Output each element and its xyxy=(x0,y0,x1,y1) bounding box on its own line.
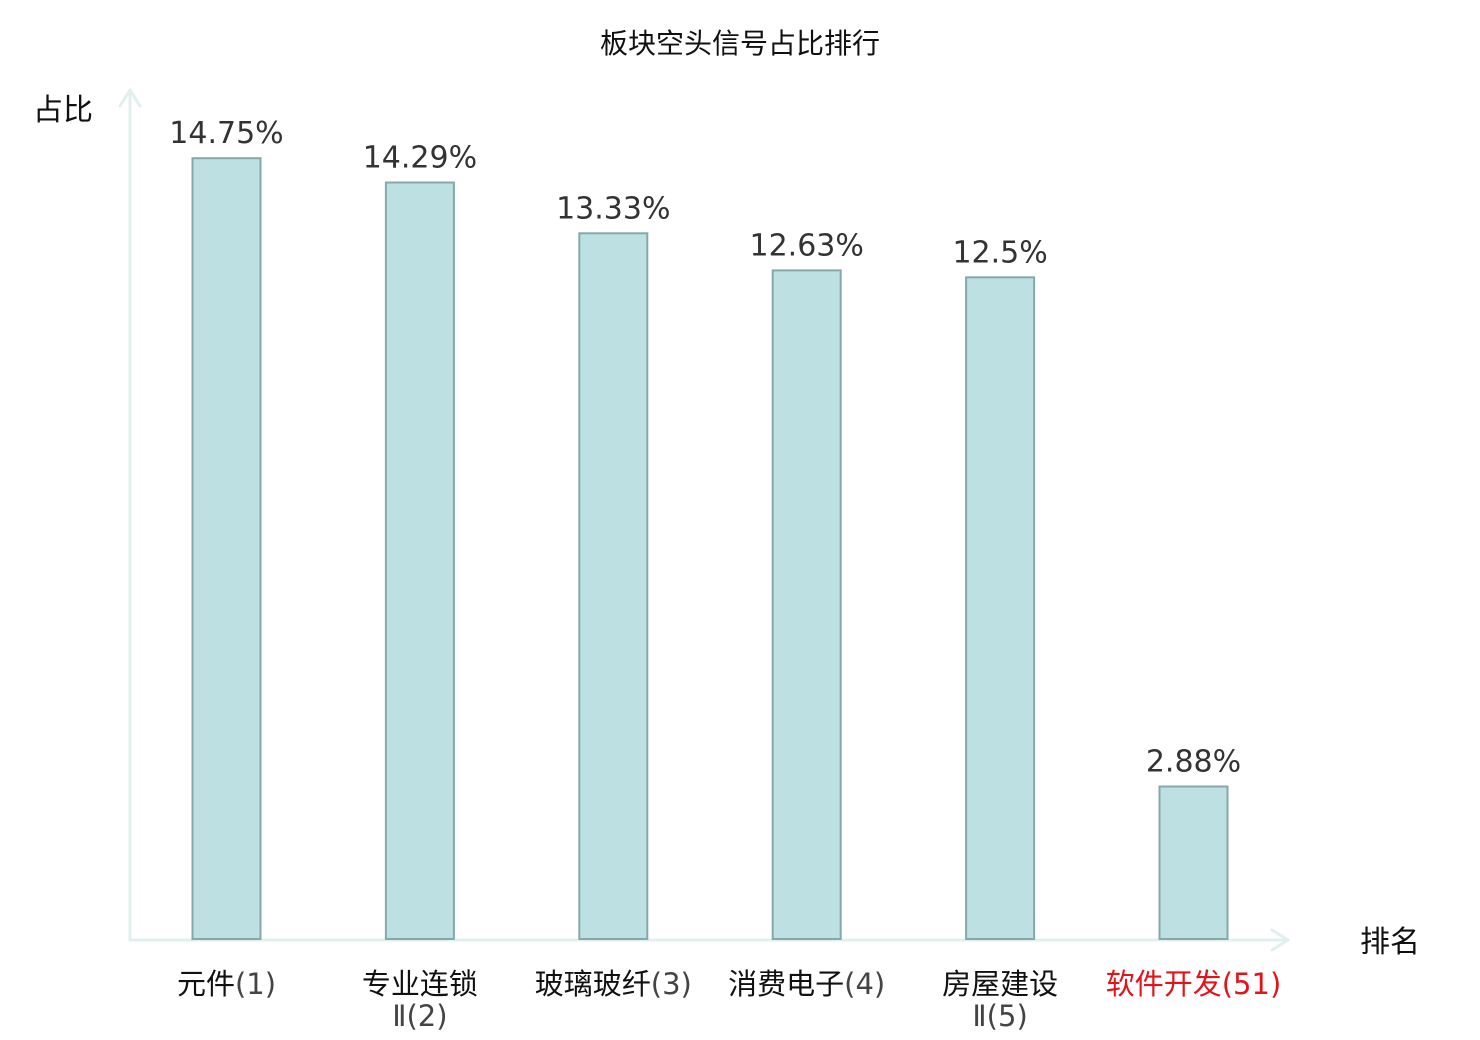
x-tick-labels: 元件(1) 专业连锁 Ⅱ(2) 玻璃玻纤(3) 消费电子(4) 房屋建设 Ⅱ(5) 软件开发(… xyxy=(177,967,1281,1033)
bar-5 xyxy=(965,276,1036,940)
chart-title: 板块空头信号占比排行 xyxy=(600,27,880,60)
y-axis-label: 占比 xyxy=(33,93,93,128)
data-label-3: 13.33% xyxy=(556,191,670,226)
bar-3 xyxy=(578,232,649,941)
x-tick-label-5: 房屋建设 Ⅱ(5) xyxy=(942,967,1058,1033)
x-tick-label-2: 专业连锁 Ⅱ(2) xyxy=(362,967,478,1033)
bar-4 xyxy=(771,269,842,940)
x-tick-label-3: 玻璃玻纤(3) xyxy=(535,967,692,1001)
x-axis xyxy=(128,928,1290,952)
x-tick-label-1: 元件(1) xyxy=(177,967,276,1001)
data-label-6: 2.88% xyxy=(1146,745,1241,780)
bar-series xyxy=(191,157,1229,941)
data-labels: 14.75% 14.29% 13.33% 12.63% 12.5% 2.88% xyxy=(169,116,1241,779)
data-label-4: 12.63% xyxy=(750,228,864,263)
bar-1 xyxy=(191,157,262,940)
data-label-5: 12.5% xyxy=(952,235,1047,270)
x-tick-label-6: 软件开发(51) xyxy=(1106,967,1282,1001)
data-label-1: 14.75% xyxy=(169,116,283,151)
bar-2 xyxy=(384,181,455,940)
y-axis xyxy=(118,88,142,942)
x-axis-label: 排名 xyxy=(1360,925,1420,960)
data-label-2: 14.29% xyxy=(363,141,477,176)
bar-6 xyxy=(1158,785,1229,940)
x-tick-label-4: 消费电子(4) xyxy=(728,967,885,1001)
